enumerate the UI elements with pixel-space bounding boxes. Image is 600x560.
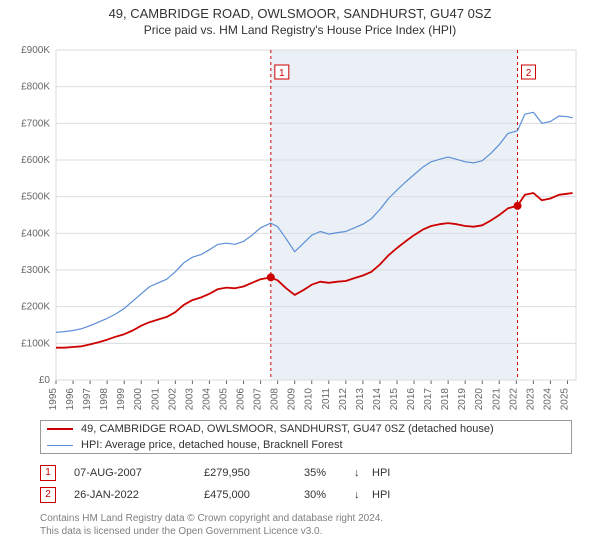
svg-text:1995: 1995 (48, 388, 59, 411)
svg-text:1: 1 (279, 68, 285, 79)
transaction-hpi-label: HPI (372, 467, 432, 479)
line-chart: £0 £100K £200K £300K £400K £500K £600K £700K £80… (10, 44, 590, 414)
transaction-row: 1 07-AUG-2007£279,95035%↓HPI (40, 462, 432, 484)
svg-text:2012: 2012 (338, 388, 349, 411)
svg-text:2003: 2003 (184, 388, 195, 411)
svg-text:2014: 2014 (372, 388, 383, 411)
chart-svg: £0 £100K £200K £300K £400K £500K £600K £700K £80… (10, 44, 590, 414)
svg-text:2025: 2025 (559, 388, 570, 411)
legend-swatch (47, 428, 73, 430)
svg-text:2011: 2011 (321, 388, 332, 410)
legend-swatch (47, 445, 73, 446)
svg-text:2008: 2008 (270, 388, 281, 411)
transaction-pct: 35% (304, 467, 354, 479)
svg-text:2017: 2017 (423, 388, 434, 411)
svg-text:£700K: £700K (21, 118, 50, 129)
svg-text:2019: 2019 (457, 388, 468, 411)
svg-text:2018: 2018 (440, 388, 451, 411)
attribution: Contains HM Land Registry data © Crown c… (40, 512, 383, 538)
svg-text:1998: 1998 (99, 388, 110, 411)
svg-text:£0: £0 (39, 375, 51, 386)
down-arrow-icon: ↓ (354, 489, 372, 501)
svg-text:£500K: £500K (21, 192, 50, 203)
svg-text:2009: 2009 (287, 388, 298, 411)
attribution-line2: This data is licensed under the Open Gov… (40, 525, 383, 538)
svg-text:2004: 2004 (201, 388, 212, 411)
legend-label: 49, CAMBRIDGE ROAD, OWLSMOOR, SANDHURST,… (81, 423, 494, 435)
svg-text:2022: 2022 (508, 388, 519, 411)
svg-text:2001: 2001 (150, 388, 161, 411)
svg-text:£100K: £100K (21, 338, 50, 349)
svg-text:£900K: £900K (21, 45, 50, 56)
attribution-line1: Contains HM Land Registry data © Crown c… (40, 512, 383, 525)
transaction-table: 1 07-AUG-2007£279,95035%↓HPI 2 26-JAN-2022£… (40, 462, 432, 506)
svg-text:£200K: £200K (21, 302, 50, 313)
svg-text:2000: 2000 (133, 388, 144, 411)
svg-text:£600K: £600K (21, 155, 50, 166)
svg-text:£800K: £800K (21, 82, 50, 93)
svg-text:2021: 2021 (491, 388, 502, 411)
transaction-price: £279,950 (204, 467, 304, 479)
transaction-hpi-label: HPI (372, 489, 432, 501)
svg-text:2020: 2020 (474, 388, 485, 411)
transaction-date: 26-JAN-2022 (74, 489, 204, 501)
svg-text:2002: 2002 (167, 388, 178, 411)
svg-text:2: 2 (526, 68, 532, 79)
svg-text:2007: 2007 (253, 388, 264, 411)
svg-text:2016: 2016 (406, 388, 417, 411)
svg-text:2024: 2024 (542, 388, 553, 411)
svg-text:1996: 1996 (65, 388, 76, 411)
svg-text:2013: 2013 (355, 388, 366, 411)
transaction-date: 07-AUG-2007 (74, 467, 204, 479)
legend-row: 49, CAMBRIDGE ROAD, OWLSMOOR, SANDHURST,… (41, 421, 571, 437)
legend-row: HPI: Average price, detached house, Brac… (41, 437, 571, 453)
svg-text:2023: 2023 (525, 388, 536, 411)
svg-text:2010: 2010 (304, 388, 315, 411)
transaction-pct: 30% (304, 489, 354, 501)
transaction-row: 2 26-JAN-2022£475,00030%↓HPI (40, 484, 432, 506)
transaction-badge: 2 (40, 487, 56, 503)
chart-title: 49, CAMBRIDGE ROAD, OWLSMOOR, SANDHURST,… (0, 0, 600, 23)
svg-text:2015: 2015 (389, 388, 400, 411)
svg-text:1999: 1999 (116, 388, 127, 411)
svg-text:2006: 2006 (236, 388, 247, 411)
legend-label: HPI: Average price, detached house, Brac… (81, 439, 343, 451)
svg-text:1997: 1997 (82, 388, 93, 411)
chart-subtitle: Price paid vs. HM Land Registry's House … (0, 23, 600, 37)
transaction-badge: 1 (40, 465, 56, 481)
transaction-price: £475,000 (204, 489, 304, 501)
legend: 49, CAMBRIDGE ROAD, OWLSMOOR, SANDHURST,… (40, 420, 572, 454)
down-arrow-icon: ↓ (354, 467, 372, 479)
svg-text:2005: 2005 (218, 388, 229, 411)
svg-text:£400K: £400K (21, 228, 50, 239)
svg-text:£300K: £300K (21, 265, 50, 276)
